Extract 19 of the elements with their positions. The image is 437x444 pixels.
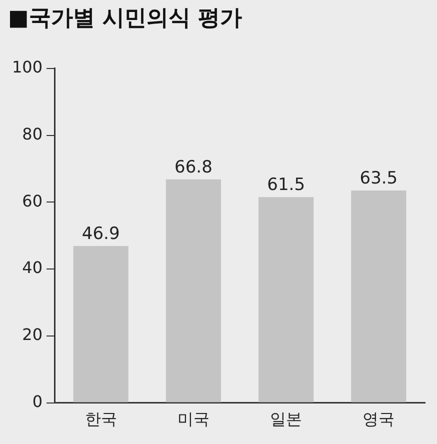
bar	[166, 179, 222, 402]
y-tick-label: 60	[22, 191, 43, 210]
chart-title: ■국가별 시민의식 평가	[8, 6, 242, 31]
y-tick-label: 100	[12, 58, 43, 77]
data-label: 66.8	[174, 157, 212, 178]
data-label: 46.9	[82, 224, 120, 244]
y-tick-label: 20	[22, 325, 43, 344]
bar	[73, 246, 128, 402]
data-label: 63.5	[360, 168, 398, 188]
y-tick-label: 80	[22, 124, 43, 144]
x-tick-label: 일본	[270, 410, 302, 429]
data-label: 61.5	[267, 175, 306, 196]
x-tick-label: 한국	[84, 410, 117, 429]
bar	[351, 190, 406, 402]
x-tick-label: 미국	[177, 410, 210, 429]
y-tick-label: 0	[32, 392, 43, 411]
bar	[258, 197, 314, 402]
y-tick-label: 40	[22, 258, 43, 278]
x-tick-label: 영국	[362, 410, 395, 429]
